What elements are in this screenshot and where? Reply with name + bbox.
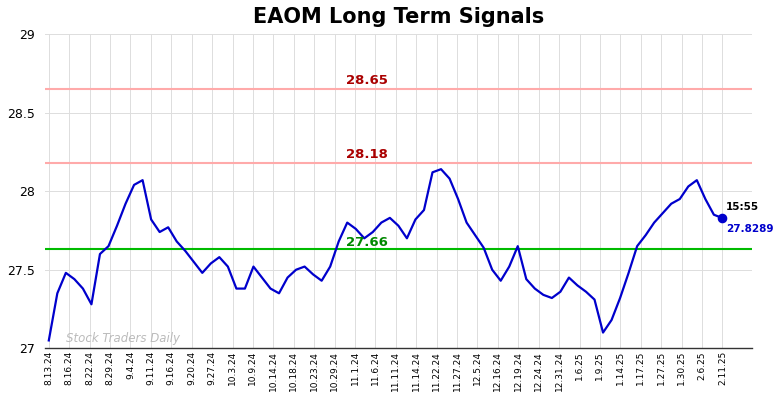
Text: 15:55: 15:55 <box>726 202 759 212</box>
Point <box>716 215 728 221</box>
Text: 28.65: 28.65 <box>346 74 387 87</box>
Text: 28.18: 28.18 <box>346 148 387 161</box>
Title: EAOM Long Term Signals: EAOM Long Term Signals <box>252 7 544 27</box>
Text: 27.8289: 27.8289 <box>726 224 773 234</box>
Text: 27.66: 27.66 <box>346 236 387 249</box>
Text: Stock Traders Daily: Stock Traders Daily <box>66 332 180 345</box>
